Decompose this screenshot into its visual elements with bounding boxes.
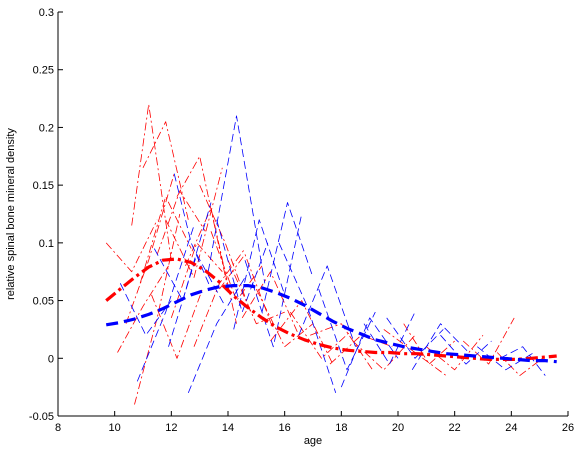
- x-tick-label: 18: [335, 422, 347, 434]
- subject-line: [187, 277, 246, 394]
- y-tick-label: 0.1: [39, 238, 54, 250]
- series-layer: [105, 103, 557, 405]
- subject-line: [233, 219, 286, 330]
- plot-area-frame: [58, 12, 568, 416]
- subject-line: [310, 323, 373, 371]
- subject-line: [363, 311, 416, 365]
- subject-line: [117, 265, 169, 353]
- subject-line: [411, 323, 470, 371]
- y-tick-label: -0.05: [29, 411, 54, 423]
- subject-line: [440, 334, 492, 365]
- y-tick-label: 0: [48, 353, 54, 365]
- subject-line: [255, 288, 314, 348]
- subject-line: [386, 317, 444, 359]
- x-tick-label: 10: [109, 422, 121, 434]
- subject-line: [499, 346, 546, 376]
- subject-line: [318, 288, 376, 371]
- subject-line: [216, 219, 269, 313]
- subject-line: [496, 352, 543, 377]
- y-tick-label: 0.2: [39, 122, 54, 134]
- subject-line: [131, 103, 172, 261]
- x-tick-label: 24: [505, 422, 517, 434]
- subject-line: [165, 167, 223, 278]
- subject-line: [477, 346, 535, 371]
- x-tick-label: 26: [562, 422, 574, 434]
- subject-line: [136, 225, 195, 382]
- subject-line: [151, 288, 203, 359]
- y-tick-label: 0.3: [39, 7, 54, 19]
- subject-line: [462, 317, 515, 365]
- subject-line: [139, 196, 192, 284]
- subject-line: [156, 190, 206, 255]
- subject-line: [244, 213, 303, 348]
- subject-line: [199, 184, 252, 313]
- subject-line: [119, 283, 172, 336]
- subject-line: [142, 121, 189, 220]
- subject-line: [105, 219, 158, 273]
- subject-line: [270, 300, 334, 365]
- subject-line: [298, 265, 356, 347]
- x-axis-title: age: [304, 435, 322, 447]
- y-tick-label: 0.15: [33, 180, 54, 192]
- x-tick-label: 16: [279, 422, 291, 434]
- y-ticks: -0.05 0 0.05 0.1 0.15 0.2 0.25 0.3: [29, 7, 63, 423]
- subject-line: [134, 213, 181, 405]
- fit-curve-line: [105, 284, 557, 364]
- subject-line: [125, 173, 175, 324]
- subject-line: [403, 323, 455, 365]
- y-axis-title: relative spinal bone mineral density: [5, 128, 17, 300]
- x-ticks: 8 10 12 14 16 18 20 22 24 26: [55, 411, 574, 434]
- fit-curve-line: [105, 257, 557, 361]
- subject-line: [289, 311, 353, 359]
- subject-line: [193, 248, 246, 347]
- x-tick-label: 14: [222, 422, 234, 434]
- subject-line: [207, 115, 266, 284]
- subject-line: [153, 202, 212, 302]
- subject-line: [227, 260, 285, 325]
- y-tick-label: 0.25: [33, 65, 54, 77]
- x-tick-label: 20: [392, 422, 404, 434]
- x-tick-label: 12: [165, 422, 177, 434]
- subject-line: [340, 317, 399, 388]
- x-tick-label: 22: [449, 422, 461, 434]
- x-tick-label: 8: [55, 422, 61, 434]
- subject-line: [261, 202, 314, 313]
- subject-line: [241, 271, 300, 336]
- y-tick-label: 0.05: [33, 296, 54, 308]
- subject-line: [185, 207, 237, 324]
